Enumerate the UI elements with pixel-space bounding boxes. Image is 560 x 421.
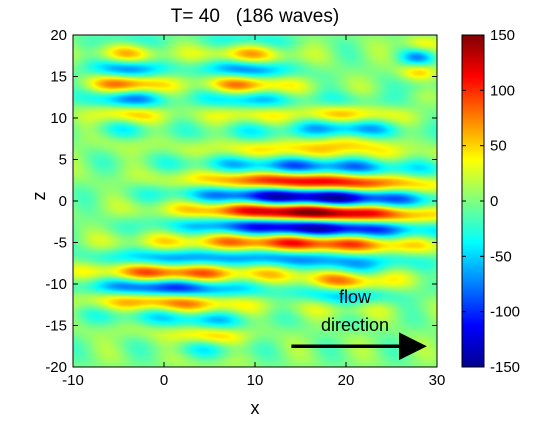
colorbar-tick-label: 0 [490, 193, 498, 210]
y-axis: -20 -15 -10 -5 0 5 10 15 20 [45, 27, 437, 376]
x-tick-label: 0 [160, 372, 168, 389]
colorbar [462, 35, 484, 367]
y-tick-label: 15 [50, 69, 67, 86]
y-tick-label: 0 [59, 193, 67, 210]
colorbar-tick-label: 50 [490, 138, 507, 155]
colorbar-tick-label: 100 [490, 82, 515, 99]
y-tick-label: -20 [45, 359, 67, 376]
x-tick-label: -10 [62, 372, 84, 389]
y-tick-label: 5 [59, 152, 67, 169]
colorbar-tick-label: -100 [490, 304, 520, 321]
annotation-direction: direction [321, 315, 389, 335]
x-axis-label: x [251, 398, 260, 418]
y-tick-label: -10 [45, 276, 67, 293]
x-tick-label: 30 [429, 372, 446, 389]
y-axis-label: z [29, 192, 49, 201]
x-axis: -10 0 10 20 30 [62, 35, 445, 389]
colorbar-tick-label: -50 [490, 248, 512, 265]
chart-title: T= 40 (186 waves) [171, 6, 339, 27]
flow-direction-annotation: flow direction [291, 287, 427, 361]
x-tick-label: 10 [247, 372, 264, 389]
annotation-flow: flow [339, 287, 372, 307]
colorbar-axis: -150 -100 -50 0 50 100 150 [462, 27, 520, 376]
y-tick-label: 10 [50, 110, 67, 127]
y-tick-label: -5 [54, 235, 67, 252]
y-tick-label: 20 [50, 27, 67, 44]
x-tick-label: 20 [338, 372, 355, 389]
colorbar-tick-label: 150 [490, 27, 515, 44]
colorbar-tick-label: -150 [490, 359, 520, 376]
y-tick-label: -15 [45, 318, 67, 335]
